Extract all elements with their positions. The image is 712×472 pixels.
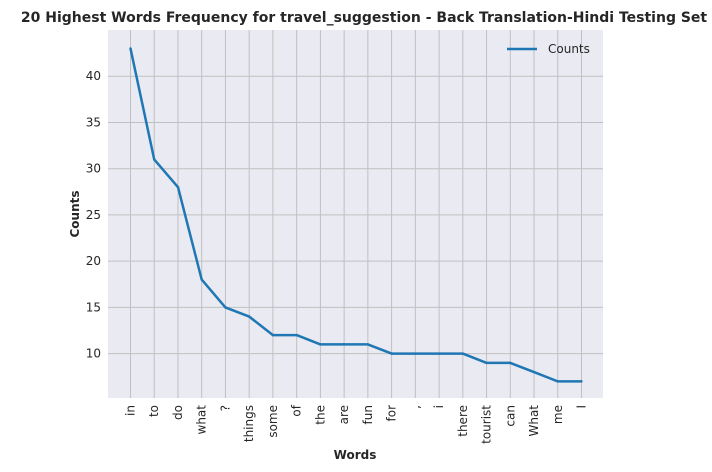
y-axis-title: Counts	[68, 190, 82, 237]
x-tick-label: some	[266, 405, 280, 438]
data-point	[509, 361, 512, 365]
data-point	[129, 47, 132, 50]
data-point	[153, 158, 156, 161]
data-point	[390, 352, 393, 355]
y-axis-ticks: 10 15 20 25 30 35 40	[86, 69, 101, 360]
x-tick-label: ?	[218, 405, 232, 411]
y-tick-label: 10	[86, 347, 101, 361]
x-tick-label: me	[551, 405, 565, 424]
data-point	[176, 185, 180, 189]
x-tick-label: there	[456, 405, 470, 437]
x-tick-label: What	[527, 405, 541, 437]
x-tick-label: things	[242, 405, 256, 442]
x-tick-label: to	[147, 405, 161, 417]
y-tick-label: 35	[86, 115, 101, 129]
data-point	[580, 380, 583, 383]
x-tick-label: I	[575, 405, 589, 409]
x-tick-label: tourist	[480, 405, 494, 444]
chart-title: 20 Highest Words Frequency for travel_su…	[21, 10, 708, 26]
grid	[108, 30, 603, 398]
x-tick-label: of	[290, 404, 304, 416]
x-tick-label: for	[385, 405, 399, 422]
data-point	[247, 315, 251, 318]
data-point	[200, 278, 203, 281]
x-tick-label: i	[432, 405, 446, 408]
legend-label: Counts	[548, 42, 590, 56]
y-tick-label: 40	[86, 69, 101, 83]
x-axis-ticks: in to do what? things some of the are fun for, i the…	[124, 404, 589, 444]
y-tick-label: 25	[86, 208, 101, 222]
x-axis-title: Words	[334, 448, 377, 462]
data-point	[485, 361, 488, 365]
data-point	[295, 333, 298, 337]
x-tick-label: do	[171, 405, 185, 420]
x-tick-label: are	[337, 405, 351, 424]
y-tick-label: 30	[86, 162, 101, 176]
data-point	[342, 343, 346, 346]
legend: Counts	[507, 42, 590, 56]
series-layer	[129, 47, 583, 383]
data-point	[224, 306, 227, 309]
x-tick-label: ,	[408, 405, 422, 409]
x-tick-label: fun	[361, 405, 375, 424]
x-tick-label: what	[195, 405, 209, 435]
data-point	[366, 343, 370, 346]
x-tick-label: the	[313, 405, 327, 425]
x-tick-label: can	[503, 405, 517, 427]
data-point	[437, 352, 441, 355]
y-tick-label: 20	[86, 254, 101, 268]
data-point	[414, 352, 417, 355]
data-point	[532, 370, 536, 374]
data-point	[461, 352, 465, 355]
y-tick-label: 15	[86, 300, 101, 314]
x-tick-label: in	[124, 405, 138, 416]
data-point	[319, 343, 322, 346]
data-point	[556, 380, 559, 383]
data-point	[271, 333, 275, 337]
series-line-counts	[129, 48, 582, 383]
plot-area	[108, 30, 603, 398]
